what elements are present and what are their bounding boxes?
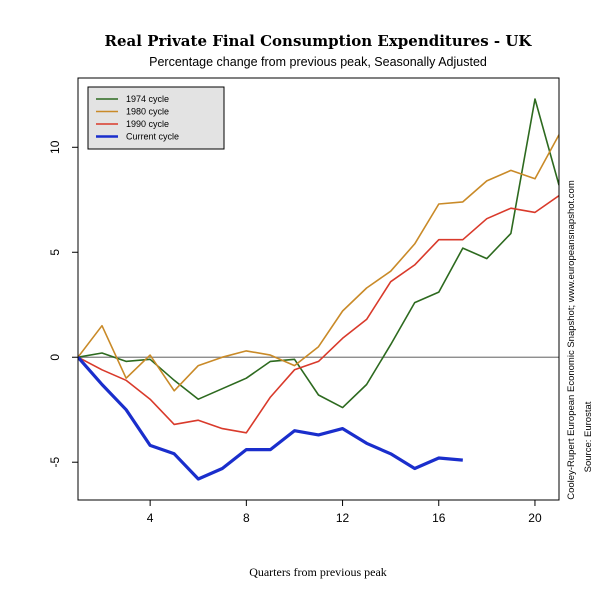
x-axis-label: Quarters from previous peak bbox=[249, 565, 387, 579]
legend: 1974 cycle 1980 cycle 1990 cycle Current cy… bbox=[87, 86, 225, 150]
plot-frame bbox=[77, 77, 560, 501]
x-tick-label: 20 bbox=[528, 511, 542, 525]
x-tick-label: 12 bbox=[336, 511, 350, 525]
series-layer bbox=[78, 98, 559, 481]
series-line-1980-cycle bbox=[78, 134, 559, 392]
legend-label: Current cycle bbox=[126, 132, 179, 142]
series-line-1990-cycle bbox=[78, 194, 559, 434]
x-tick-label: 16 bbox=[432, 511, 446, 525]
x-tick-label: 8 bbox=[243, 511, 250, 525]
side-note-attribution: Cooley-Rupert European Economic Snapshot… bbox=[566, 180, 577, 500]
x-axis: 4 8 12 16 20 bbox=[147, 500, 542, 525]
y-tick-label: 0 bbox=[48, 354, 62, 361]
side-note-source: Source: Eurostat bbox=[583, 401, 594, 472]
legend-label: 1990 cycle bbox=[126, 119, 169, 129]
y-tick-label: -5 bbox=[48, 457, 62, 468]
legend-label: 1974 cycle bbox=[126, 94, 169, 104]
y-axis: -5 0 5 10 bbox=[48, 140, 78, 468]
legend-label: 1980 cycle bbox=[126, 107, 169, 117]
series-line-current-cycle bbox=[78, 356, 463, 481]
chart-title: Real Private Final Consumption Expenditu… bbox=[105, 32, 533, 50]
y-tick-label: 10 bbox=[48, 140, 62, 154]
legend-box bbox=[87, 86, 225, 150]
chart-subtitle: Percentage change from previous peak, Se… bbox=[149, 55, 487, 69]
x-tick-label: 4 bbox=[147, 511, 154, 525]
y-tick-label: 5 bbox=[48, 249, 62, 256]
